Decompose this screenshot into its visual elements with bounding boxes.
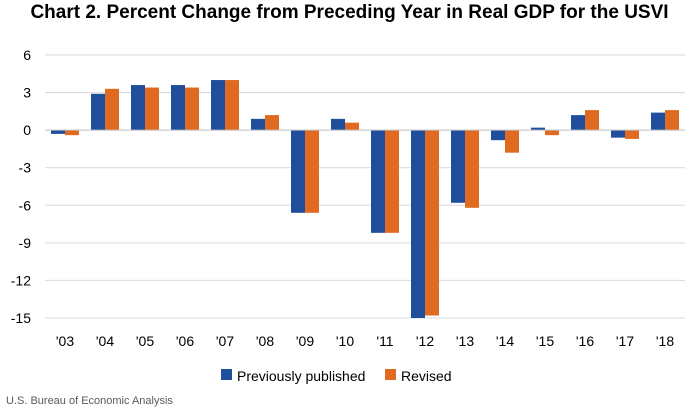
bar-previously-published-15	[531, 127, 545, 131]
bar-previously-published-16	[571, 115, 585, 131]
bar-revised-05	[145, 87, 159, 131]
bars	[51, 80, 679, 318]
y-tick-label: -6	[19, 197, 32, 213]
x-tick-label-08: '08	[256, 333, 274, 349]
gridlines	[45, 54, 685, 319]
y-tick-label: 0	[23, 122, 31, 138]
x-tick-label-03: '03	[56, 333, 74, 349]
bar-previously-published-08	[251, 118, 265, 131]
bar-revised-10	[345, 122, 359, 131]
legend-swatch-revised	[385, 369, 396, 380]
bar-revised-17	[625, 130, 639, 139]
bar-revised-07	[225, 80, 239, 131]
x-tick-label-17: '17	[616, 333, 634, 349]
y-tick-label: -12	[11, 272, 31, 288]
x-tick-label-16: '16	[576, 333, 594, 349]
x-tick-label-10: '10	[336, 333, 354, 349]
bar-revised-12	[425, 130, 439, 316]
bar-previously-published-05	[131, 85, 145, 131]
bar-previously-published-18	[651, 112, 665, 131]
legend-label-revised: Revised	[401, 368, 452, 384]
x-tick-label-12: '12	[416, 333, 434, 349]
bar-revised-11	[385, 130, 399, 233]
x-tick-label-07: '07	[216, 333, 234, 349]
bar-previously-published-12	[411, 130, 425, 318]
bar-revised-04	[105, 88, 119, 131]
bar-previously-published-17	[611, 130, 625, 138]
x-tick-label-05: '05	[136, 333, 154, 349]
x-tick-label-04: '04	[96, 333, 114, 349]
bar-revised-03	[65, 130, 79, 136]
y-tick-label: -9	[19, 235, 32, 251]
y-tick-label: -15	[11, 310, 31, 326]
bar-previously-published-09	[291, 130, 305, 213]
y-tick-label: 3	[23, 85, 31, 101]
bar-previously-published-11	[371, 130, 385, 233]
x-tick-label-14: '14	[496, 333, 514, 349]
bar-previously-published-14	[491, 130, 505, 141]
bar-previously-published-07	[211, 80, 225, 131]
bar-previously-published-04	[91, 93, 105, 131]
x-tick-label-09: '09	[296, 333, 314, 349]
x-tick-label-18: '18	[656, 333, 674, 349]
x-tick-label-13: '13	[456, 333, 474, 349]
y-axis-tick-labels: 6 3 0 -3 -6 -9 -12 -15	[11, 47, 31, 326]
bar-previously-published-03	[51, 130, 65, 134]
source-note: U.S. Bureau of Economic Analysis	[6, 395, 173, 407]
bar-revised-06	[185, 87, 199, 131]
bar-revised-16	[585, 110, 599, 131]
x-axis-tick-labels: '03 '04 '05 '06 '07 '08 '09 '10 '11 '12 '13 '14 '15 '…	[56, 333, 674, 349]
bar-revised-18	[665, 110, 679, 131]
x-tick-label-06: '06	[176, 333, 194, 349]
x-tick-label-11: '11	[376, 333, 393, 349]
bar-revised-14	[505, 130, 519, 153]
chart-title: Chart 2. Percent Change from Preceding Y…	[30, 2, 669, 23]
y-tick-label: 6	[23, 47, 31, 63]
bar-revised-15	[545, 130, 559, 136]
legend: Previously published Revised	[221, 368, 452, 384]
bar-previously-published-06	[171, 85, 185, 131]
legend-swatch-previously-published	[221, 369, 232, 380]
y-tick-label: -3	[19, 160, 32, 176]
legend-label-previously-published: Previously published	[237, 368, 365, 384]
x-tick-label-15: '15	[536, 333, 554, 349]
bar-revised-13	[465, 130, 479, 208]
bar-revised-09	[305, 130, 319, 213]
bar-revised-08	[265, 115, 279, 131]
bar-previously-published-13	[451, 130, 465, 203]
bar-previously-published-10	[331, 118, 345, 131]
